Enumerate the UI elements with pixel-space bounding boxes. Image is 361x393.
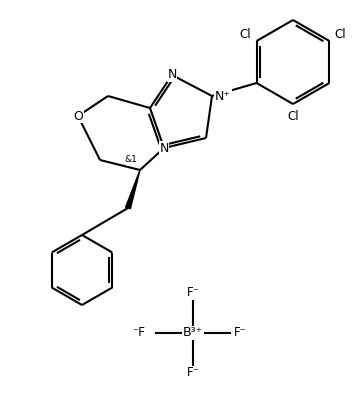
Text: N: N bbox=[167, 68, 177, 81]
Text: N⁺: N⁺ bbox=[215, 90, 231, 103]
Text: N: N bbox=[159, 141, 169, 154]
Text: Cl: Cl bbox=[240, 28, 251, 41]
Text: ⁻F: ⁻F bbox=[132, 327, 145, 340]
Text: F⁻: F⁻ bbox=[234, 327, 247, 340]
Text: &1: &1 bbox=[124, 155, 137, 164]
Text: F⁻: F⁻ bbox=[187, 367, 199, 380]
Text: B³⁺: B³⁺ bbox=[183, 327, 203, 340]
Text: F⁻: F⁻ bbox=[187, 286, 199, 299]
Text: Cl: Cl bbox=[335, 28, 347, 41]
Text: O: O bbox=[73, 110, 83, 123]
Polygon shape bbox=[126, 170, 140, 209]
Text: Cl: Cl bbox=[287, 110, 299, 123]
